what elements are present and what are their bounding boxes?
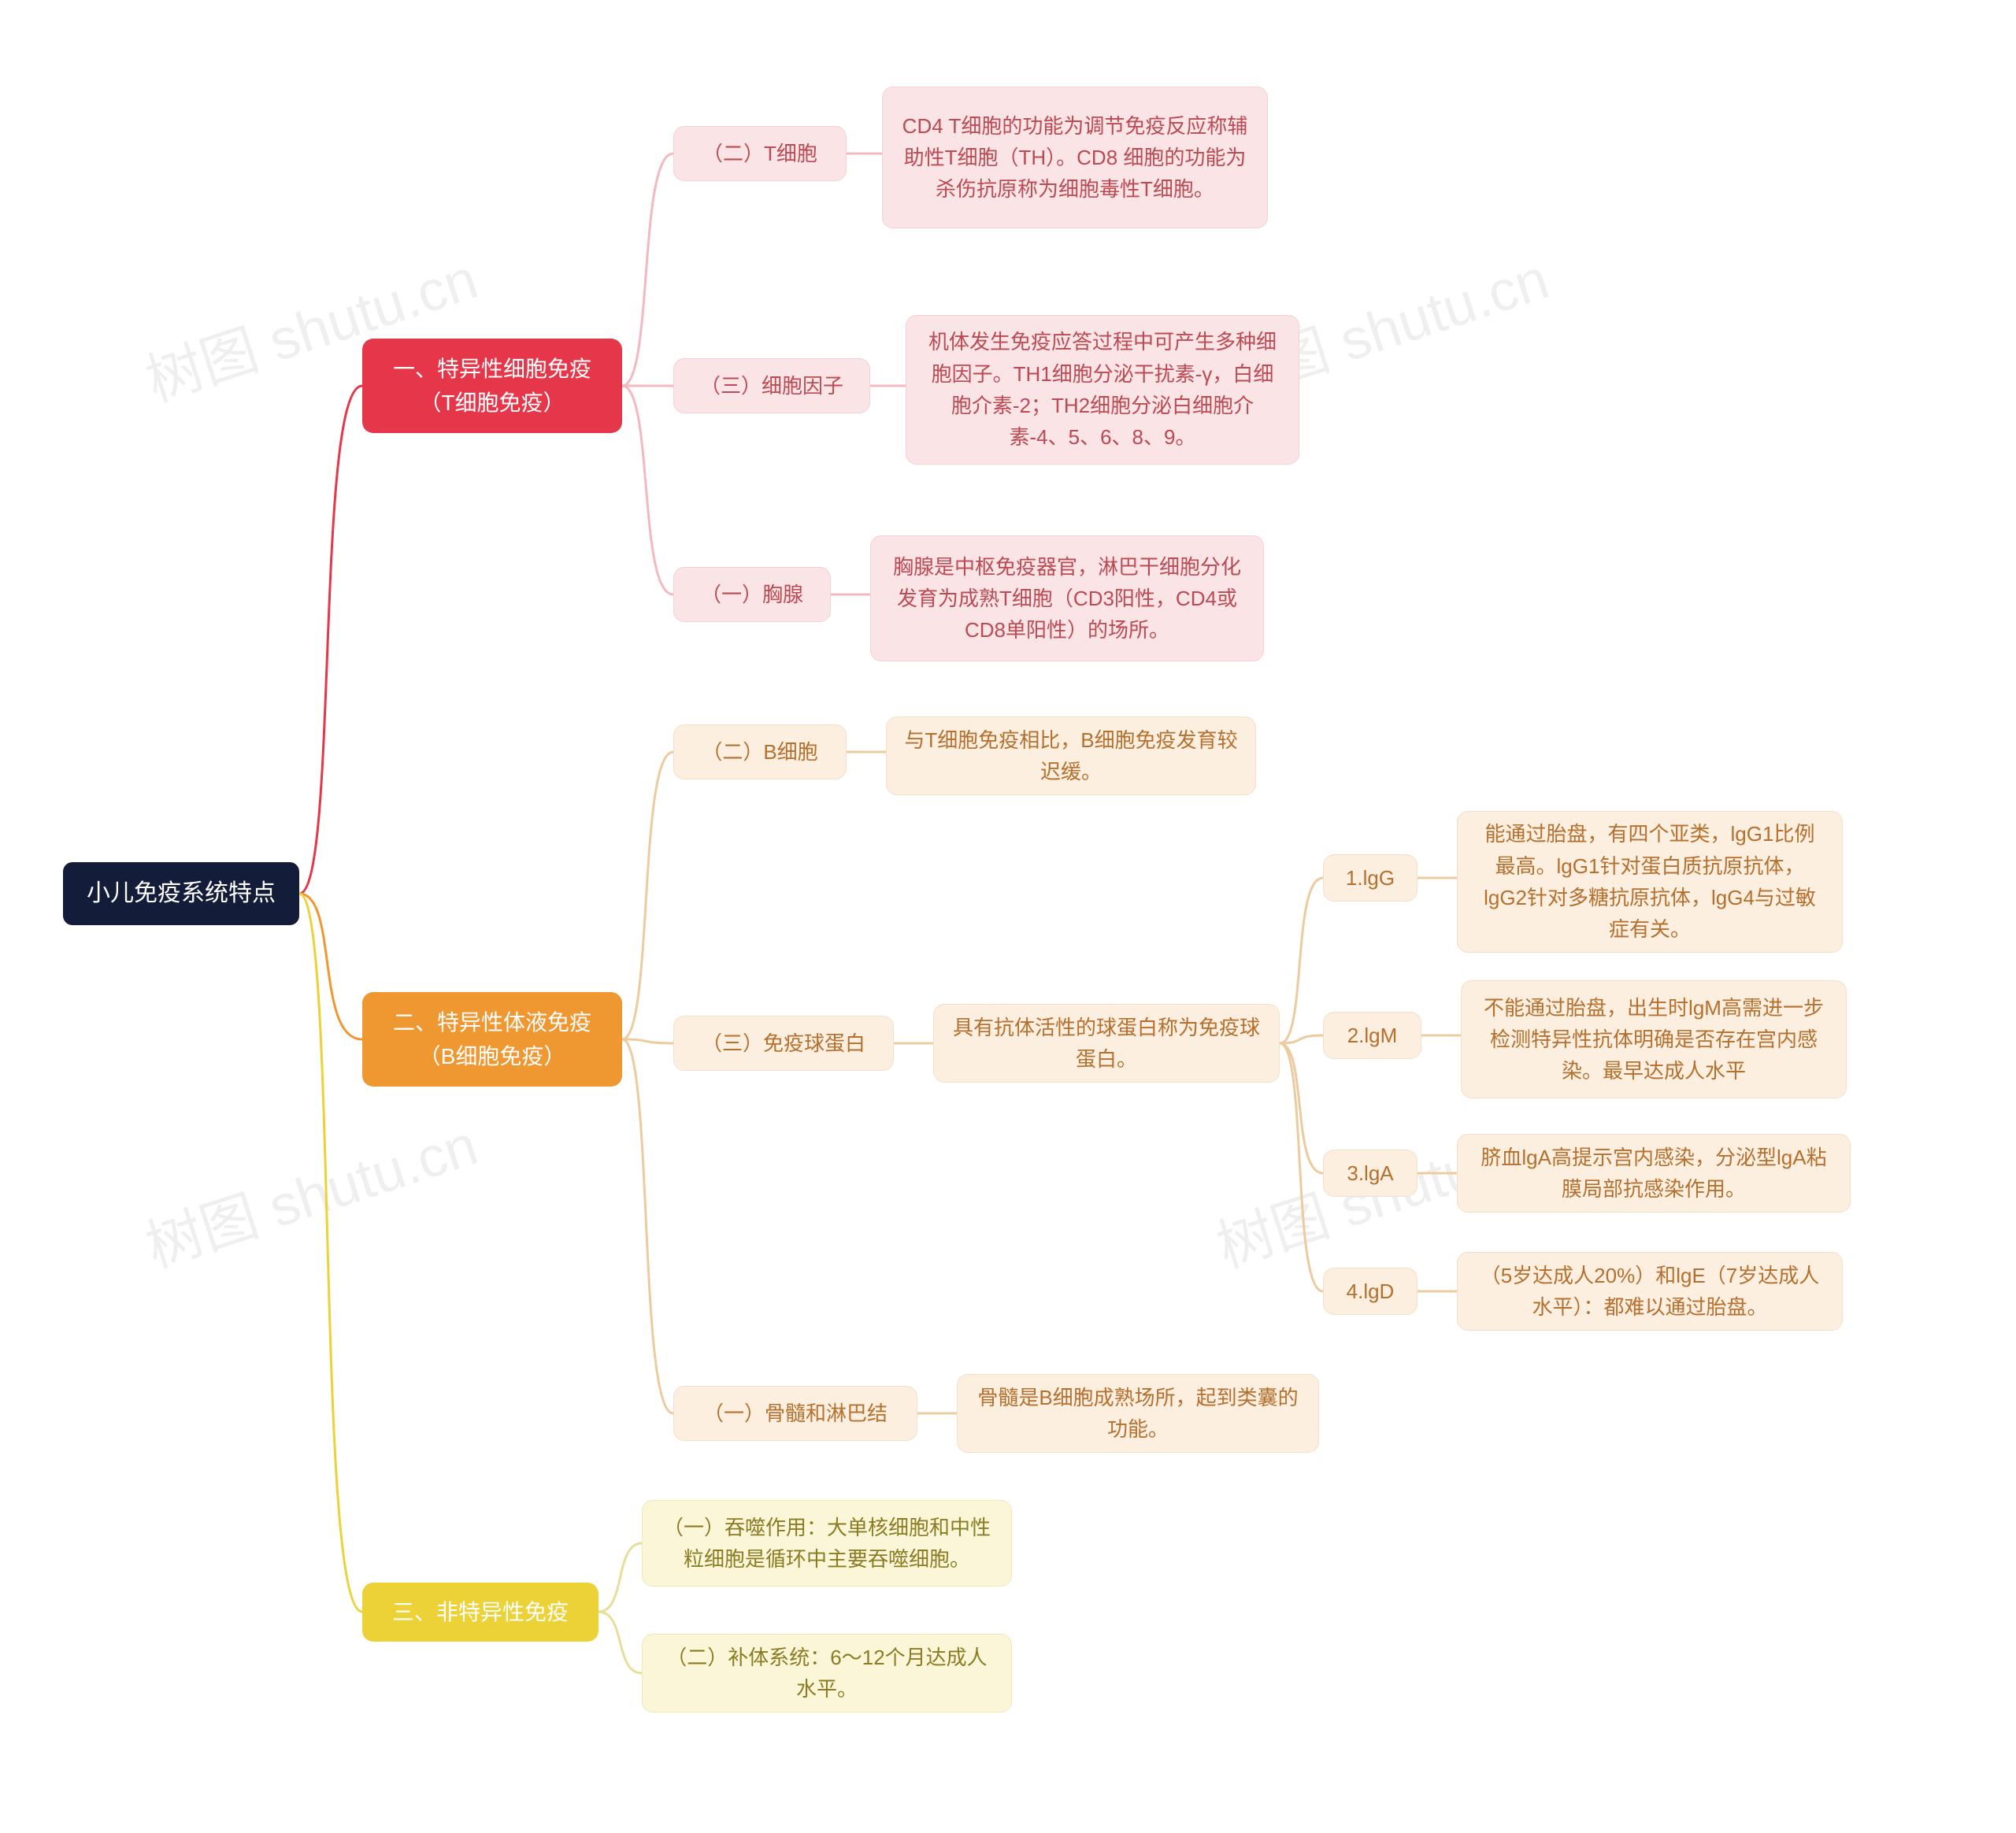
node-complement: （二）补体系统：6～12个月达成人水平。 bbox=[642, 1634, 1012, 1713]
node-phagocytosis: （一）吞噬作用：大单核细胞和中性粒细胞是循环中主要吞噬细胞。 bbox=[642, 1500, 1012, 1587]
branch-one-label: 一、特异性细胞免疫（T细胞免疫） bbox=[380, 352, 605, 420]
node-igm-label: 2.lgM bbox=[1323, 1012, 1421, 1059]
branch-two-label: 二、特异性体液免疫（B细胞免疫） bbox=[380, 1005, 605, 1074]
node-cytokine-desc: 机体发生免疫应答过程中可产生多种细胞因子。TH1细胞分泌干扰素-γ，白细胞介素-… bbox=[906, 315, 1299, 465]
node-t-cell-desc: CD4 T细胞的功能为调节免疫反应称辅助性T细胞（TH）。CD8 细胞的功能为杀… bbox=[882, 87, 1268, 228]
node-immunoglobulin-desc: 具有抗体活性的球蛋白称为免疫球蛋白。 bbox=[933, 1004, 1280, 1083]
branch-one: 一、特异性细胞免疫（T细胞免疫） bbox=[362, 339, 622, 433]
node-immunoglobulin-label: （三）免疫球蛋白 bbox=[673, 1016, 894, 1071]
node-cytokine-label: （三）细胞因子 bbox=[673, 358, 870, 413]
branch-three-label: 三、非特异性免疫 bbox=[392, 1595, 569, 1629]
node-marrow-label: （一）骨髓和淋巴结 bbox=[673, 1386, 917, 1441]
watermark: 树图 shutu.cn bbox=[134, 1098, 486, 1283]
root-node: 小儿免疫系统特点 bbox=[63, 862, 299, 925]
node-marrow-desc: 骨髓是B细胞成熟场所，起到类囊的功能。 bbox=[957, 1374, 1319, 1453]
node-igd-label: 4.lgD bbox=[1323, 1268, 1418, 1315]
node-thymus-label: （一）胸腺 bbox=[673, 567, 831, 622]
root-label: 小儿免疫系统特点 bbox=[87, 876, 276, 913]
mindmap-stage: 树图 shutu.cn 树图 shutu.cn 树图 shutu.cn 树图 s… bbox=[0, 0, 2016, 1833]
node-b-cell-label: （二）B细胞 bbox=[673, 724, 847, 779]
node-igm-desc: 不能通过胎盘，出生时lgM高需进一步检测特异性抗体明确是否存在宫内感染。最早达成… bbox=[1461, 980, 1847, 1098]
node-igg-label: 1.lgG bbox=[1323, 854, 1418, 902]
node-igd-desc: （5岁达成人20%）和lgE（7岁达成人水平）：都难以通过胎盘。 bbox=[1457, 1252, 1843, 1331]
node-thymus-desc: 胸腺是中枢免疫器官，淋巴干细胞分化发育为成熟T细胞（CD3阳性，CD4或CD8单… bbox=[870, 535, 1264, 661]
branch-two: 二、特异性体液免疫（B细胞免疫） bbox=[362, 992, 622, 1087]
node-t-cell-label: （二）T细胞 bbox=[673, 126, 847, 181]
node-igg-desc: 能通过胎盘，有四个亚类，lgG1比例最高。lgG1针对蛋白质抗原抗体，lgG2针… bbox=[1457, 811, 1843, 953]
node-iga-label: 3.lgA bbox=[1323, 1150, 1418, 1197]
branch-three: 三、非特异性免疫 bbox=[362, 1583, 598, 1642]
node-b-cell-desc: 与T细胞免疫相比，B细胞免疫发育较迟缓。 bbox=[886, 717, 1256, 795]
node-iga-desc: 脐血lgA高提示宫内感染，分泌型lgA粘膜局部抗感染作用。 bbox=[1457, 1134, 1851, 1213]
